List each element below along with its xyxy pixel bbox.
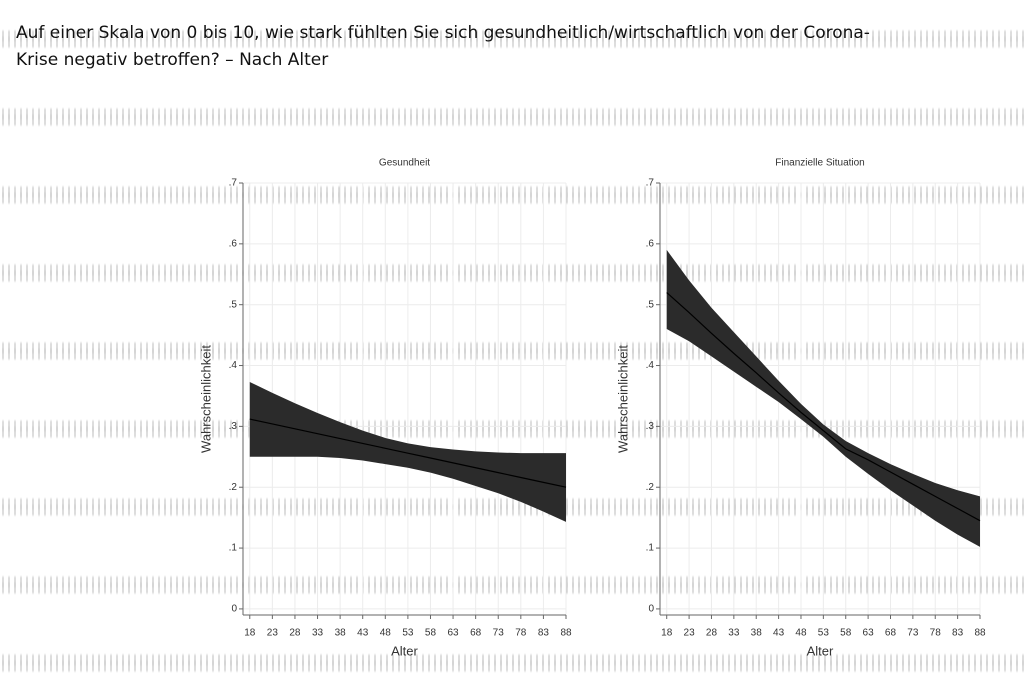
x-tick-label: 68 — [470, 628, 482, 639]
x-tick-label: 63 — [863, 628, 875, 639]
x-axis-label: Alter — [391, 643, 418, 658]
x-tick-label: 23 — [267, 628, 279, 639]
confidence-band — [666, 249, 980, 547]
x-tick-label: 33 — [312, 628, 324, 639]
heading-line: Krise negativ betroffen? – Nach Alter — [16, 50, 328, 70]
x-tick-label: 28 — [706, 628, 718, 639]
y-tick-label: 0 — [231, 604, 237, 615]
x-tick-label: 78 — [930, 628, 942, 639]
x-tick-label: 43 — [773, 628, 785, 639]
y-tick-label: 0 — [648, 604, 654, 615]
x-tick-label: 68 — [885, 628, 897, 639]
x-axis-label: Alter — [807, 643, 834, 658]
x-tick-label: 78 — [515, 628, 527, 639]
y-tick-label: .6 — [229, 238, 238, 249]
x-tick-label: 43 — [357, 628, 369, 639]
y-tick-label: .4 — [646, 360, 655, 371]
x-tick-label: 88 — [974, 628, 986, 639]
y-axis-label: Wahrscheinlichkeit — [615, 345, 630, 453]
y-tick-label: .3 — [229, 421, 238, 432]
y-tick-label: .5 — [646, 299, 655, 310]
heading-line: Auf einer Skala von 0 bis 10, wie stark … — [16, 23, 870, 43]
y-tick-label: .1 — [229, 543, 238, 554]
y-tick-label: .2 — [646, 482, 655, 493]
x-tick-label: 18 — [661, 628, 673, 639]
x-tick-label: 18 — [244, 628, 256, 639]
x-tick-label: 63 — [448, 628, 460, 639]
x-tick-label: 33 — [728, 628, 740, 639]
x-tick-label: 38 — [751, 628, 763, 639]
chart-title: Gesundheit — [379, 158, 430, 169]
chart-title: Finanzielle Situation — [775, 158, 865, 169]
y-axis-label: Wahrscheinlichkeit — [198, 345, 213, 453]
x-tick-label: 58 — [425, 628, 437, 639]
estimate-line — [666, 292, 981, 522]
x-tick-label: 38 — [335, 628, 347, 639]
x-tick-label: 83 — [538, 628, 550, 639]
estimate-line — [249, 418, 567, 488]
x-tick-label: 53 — [402, 628, 414, 639]
x-tick-label: 28 — [289, 628, 301, 639]
x-tick-label: 73 — [907, 628, 919, 639]
x-tick-label: 23 — [684, 628, 696, 639]
x-tick-label: 58 — [840, 628, 852, 639]
y-tick-label: .7 — [646, 178, 655, 189]
x-tick-label: 73 — [493, 628, 505, 639]
x-tick-label: 83 — [952, 628, 964, 639]
confidence-band — [249, 381, 566, 522]
y-tick-label: .3 — [646, 421, 655, 432]
y-tick-label: .2 — [229, 482, 238, 493]
y-tick-label: .1 — [646, 543, 655, 554]
y-tick-label: .7 — [229, 178, 238, 189]
y-tick-label: .6 — [646, 238, 655, 249]
y-tick-label: .4 — [229, 360, 238, 371]
x-tick-label: 53 — [818, 628, 830, 639]
x-tick-label: 88 — [560, 628, 572, 639]
y-tick-label: .5 — [229, 299, 238, 310]
x-tick-label: 48 — [380, 628, 392, 639]
x-tick-label: 48 — [795, 628, 807, 639]
